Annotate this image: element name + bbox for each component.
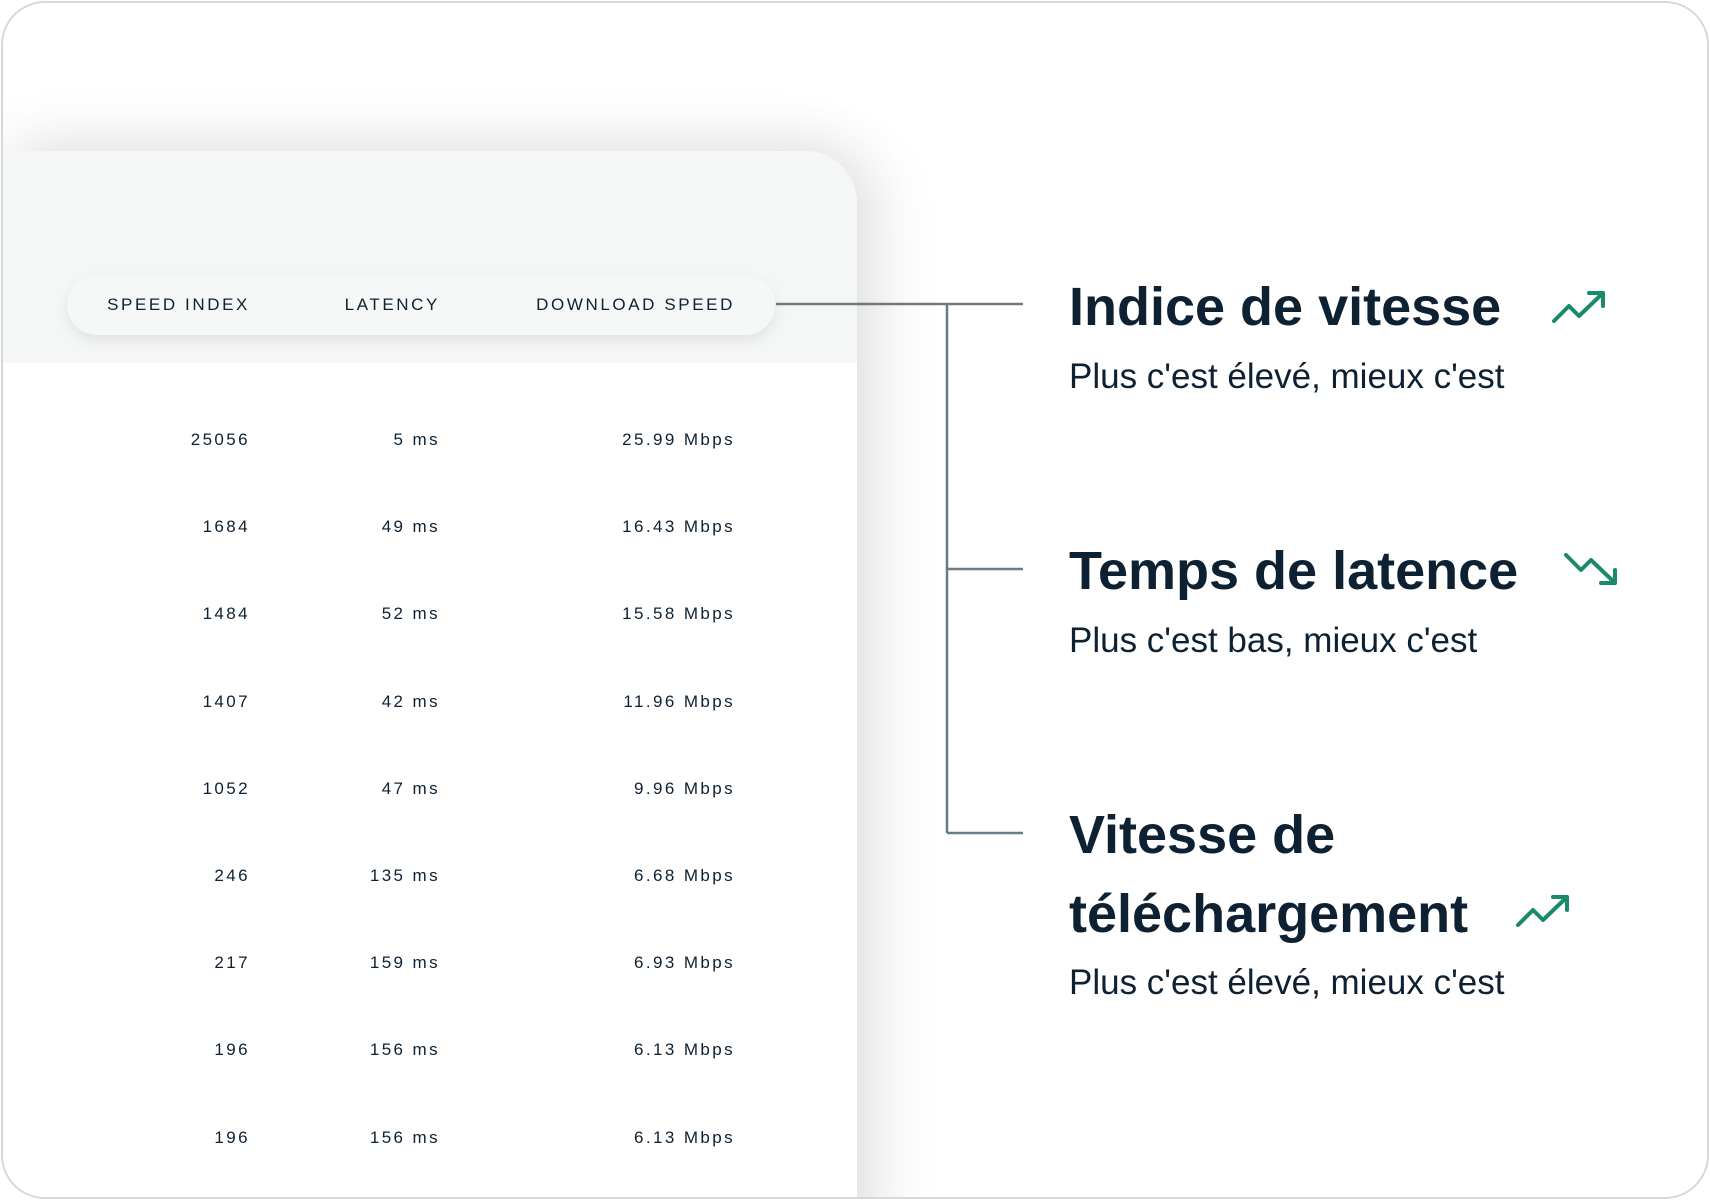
legend-title-download-line2: téléchargement bbox=[1069, 884, 1469, 944]
speed-index-cell: 1484 bbox=[202, 604, 250, 624]
latency-cell: 47 ms bbox=[381, 778, 440, 798]
download-speed-cell: 16.43 Mbps bbox=[622, 517, 735, 537]
download-speed-cell: 6.13 Mbps bbox=[634, 1040, 735, 1060]
download-speed-cell: 15.58 Mbps bbox=[622, 604, 735, 624]
latency-cell: 49 ms bbox=[381, 517, 440, 537]
latency-cell: 42 ms bbox=[381, 691, 440, 711]
table-row: 1407 42 ms 11.96 Mbps bbox=[67, 687, 775, 717]
download-speed-cell: 6.68 Mbps bbox=[634, 866, 735, 885]
header-latency: LATENCY bbox=[344, 295, 440, 314]
results-table-card: SPEED INDEX LATENCY DOWNLOAD SPEED 25056… bbox=[3, 151, 857, 1197]
speed-index-cell: 1052 bbox=[202, 778, 250, 798]
table-row: 25056 5 ms 25.99 Mbps bbox=[67, 425, 775, 455]
speed-index-cell: 25056 bbox=[190, 430, 250, 449]
download-speed-cell: 9.96 Mbps bbox=[634, 778, 735, 798]
speed-index-cell: 1684 bbox=[202, 517, 250, 537]
download-speed-cell: 6.13 Mbps bbox=[634, 1127, 735, 1147]
table-row: 196 156 ms 6.13 Mbps bbox=[67, 1123, 775, 1153]
legend-subtitle-speed-index: Plus c'est élevé, mieux c'est bbox=[1069, 357, 1505, 396]
latency-cell: 5 ms bbox=[393, 430, 440, 449]
latency-cell: 156 ms bbox=[369, 1127, 440, 1147]
latency-cell: 156 ms bbox=[369, 1040, 440, 1060]
header-download-speed: DOWNLOAD SPEED bbox=[536, 295, 735, 314]
table-row: 217 159 ms 6.93 Mbps bbox=[67, 948, 775, 978]
legend-subtitle-download: Plus c'est élevé, mieux c'est bbox=[1069, 963, 1505, 1002]
table-row: 246 135 ms 6.68 Mbps bbox=[67, 861, 775, 891]
table-row: 1484 52 ms 15.58 Mbps bbox=[67, 599, 775, 629]
legend-title-download-line1: Vitesse de bbox=[1069, 805, 1336, 865]
trend-down-icon bbox=[1564, 553, 1617, 585]
download-speed-cell: 6.93 Mbps bbox=[634, 953, 735, 973]
download-speed-cell: 25.99 Mbps bbox=[622, 430, 735, 449]
legend-title-latency: Temps de latence bbox=[1069, 541, 1519, 601]
latency-cell: 159 ms bbox=[369, 953, 440, 973]
speed-index-cell: 196 bbox=[214, 1127, 250, 1147]
download-speed-cell: 11.96 Mbps bbox=[623, 691, 735, 711]
speed-index-cell: 217 bbox=[214, 953, 250, 973]
table-row: 196 156 ms 6.13 Mbps bbox=[67, 1035, 775, 1065]
header-speed-index: SPEED INDEX bbox=[107, 295, 250, 314]
latency-cell: 52 ms bbox=[381, 604, 440, 624]
connector-lines bbox=[776, 302, 1023, 835]
speed-index-cell: 246 bbox=[214, 866, 250, 885]
table-header-pill: SPEED INDEX LATENCY DOWNLOAD SPEED bbox=[67, 275, 775, 335]
legend-subtitle-latency: Plus c'est bas, mieux c'est bbox=[1069, 621, 1478, 660]
speed-index-cell: 1407 bbox=[202, 691, 250, 711]
trend-up-icon bbox=[1516, 895, 1569, 927]
speed-index-cell: 196 bbox=[214, 1040, 250, 1060]
table-row: 1052 47 ms 9.96 Mbps bbox=[67, 774, 775, 804]
trend-up-icon bbox=[1552, 291, 1605, 323]
table-row: 1684 49 ms 16.43 Mbps bbox=[67, 512, 775, 542]
latency-cell: 135 ms bbox=[369, 866, 440, 885]
legend-title-speed-index: Indice de vitesse bbox=[1069, 277, 1502, 337]
